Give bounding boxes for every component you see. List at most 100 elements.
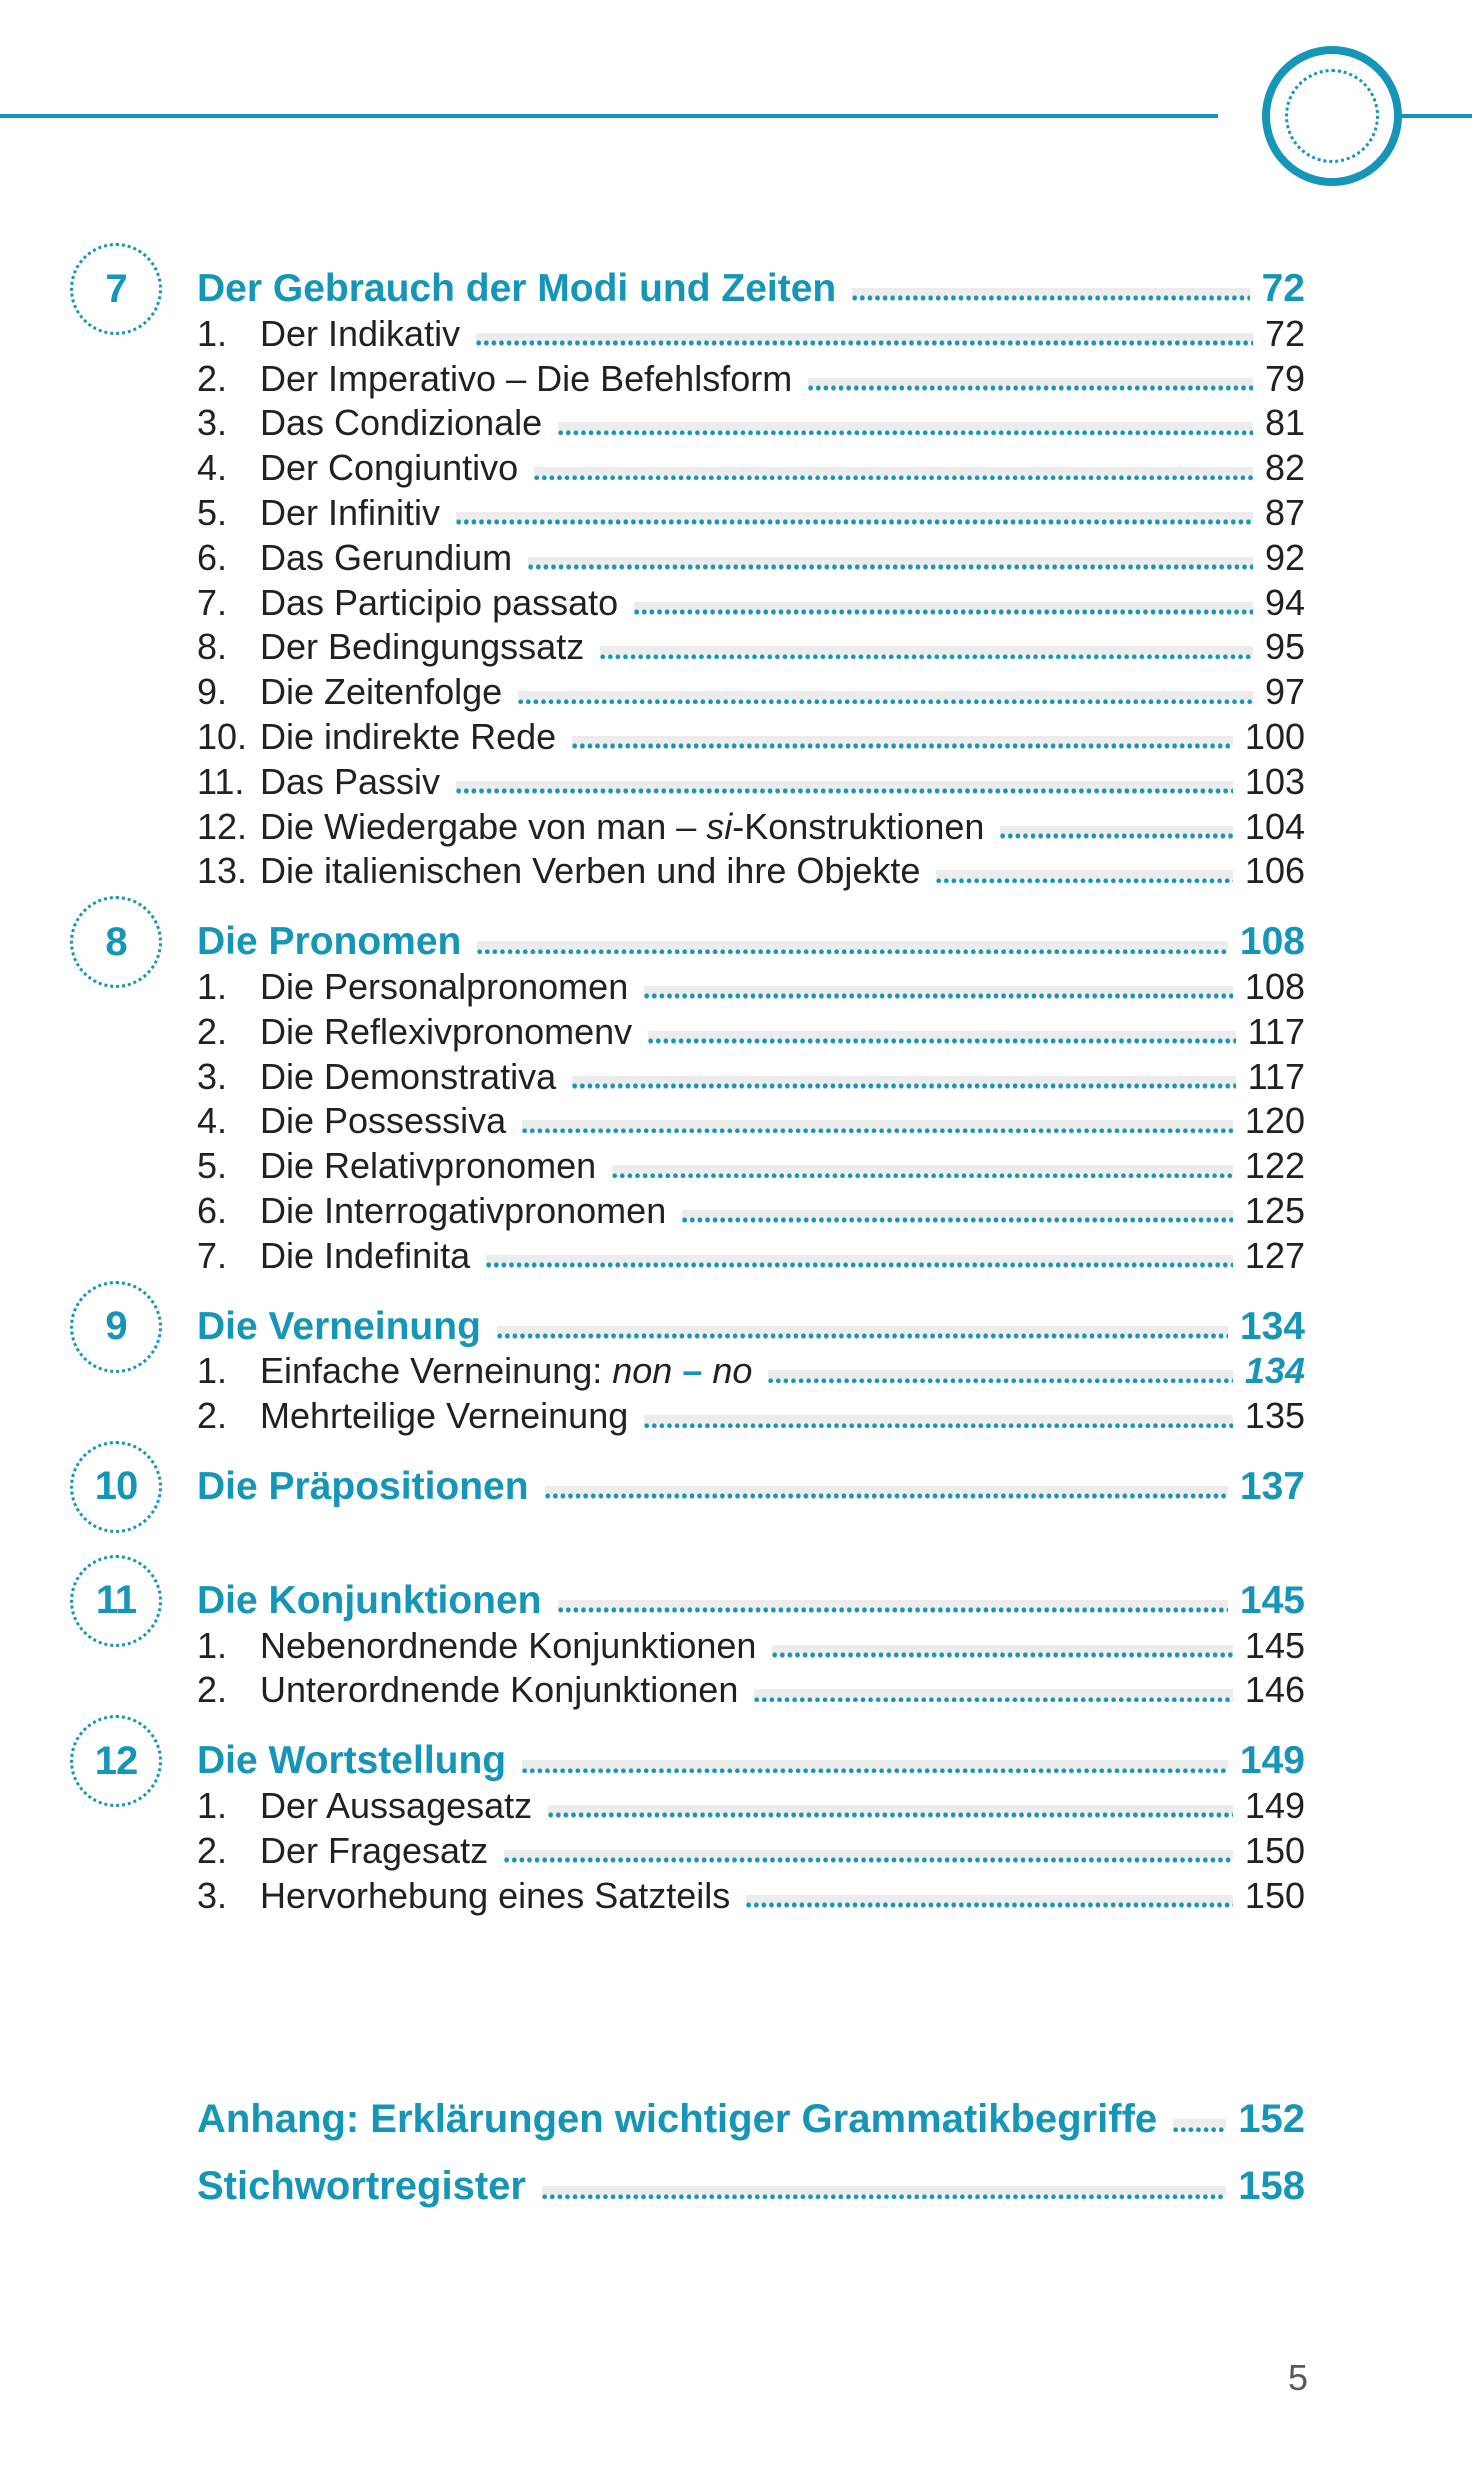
item-label: Die Wiedergabe von man – si-Konstruktion…	[260, 805, 984, 850]
chapter-number: 12	[94, 1738, 138, 1783]
dot-leader	[1000, 822, 1233, 839]
dot-leader	[852, 285, 1250, 301]
item-page-number: 149	[1244, 1784, 1305, 1826]
item-page-number: 134	[1244, 1350, 1305, 1392]
item-label: Das Participio passato	[260, 581, 619, 623]
dot-leader	[456, 508, 1253, 525]
dot-leader	[486, 1251, 1233, 1268]
label-segment: non	[612, 1350, 673, 1392]
toc-section: 9 Die Verneinung 134 1. Einfache Verneinung:…	[0, 1280, 1472, 1439]
item-page-number: 120	[1244, 1100, 1305, 1142]
item-number: 11.	[197, 760, 245, 802]
item-page-number: 72	[1264, 312, 1305, 354]
item-number: 3.	[197, 402, 228, 444]
item-page-number: 79	[1264, 357, 1305, 399]
item-page-number: 146	[1244, 1669, 1305, 1711]
toc-item-row: 2. Die Reflexivpronomenv 117	[0, 1010, 1472, 1055]
item-number: 8.	[197, 626, 228, 668]
dot-leader	[808, 374, 1253, 391]
chapter-number: 10	[94, 1464, 138, 1509]
dot-leader	[612, 1162, 1233, 1179]
dot-leader	[477, 938, 1228, 955]
dot-leader	[682, 1206, 1233, 1223]
item-label: Die Relativpronomen	[260, 1145, 597, 1187]
toc-item-row: 2. Unterordnende Konjunktionen 146	[0, 1668, 1472, 1713]
item-page-number: 82	[1264, 447, 1305, 489]
item-page-number: 94	[1264, 581, 1305, 623]
label-segment: Die Wiedergabe von man –	[260, 805, 707, 847]
chapter-title: Der Gebrauch der Modi und Zeiten	[197, 267, 837, 310]
toc-item-row: 3. Das Condizionale 81	[0, 401, 1472, 446]
toc-item-row: 7. Die Indefinita 127	[0, 1234, 1472, 1279]
dot-leader	[544, 1482, 1228, 1499]
chapter-number: 11	[95, 1578, 137, 1623]
dot-leader	[1173, 2116, 1227, 2133]
dot-leader	[746, 1891, 1233, 1908]
toc-item-row: 2. Mehrteilige Verneinung 135	[0, 1394, 1472, 1439]
item-number: 3.	[197, 1055, 228, 1097]
item-label: Der Bedingungssatz	[260, 626, 585, 668]
item-number: 2.	[197, 357, 228, 399]
chapter-number-badge: 7	[70, 243, 162, 335]
item-label: Die Possessiva	[260, 1100, 507, 1142]
item-number: 2.	[197, 1669, 228, 1711]
item-page-number: 104	[1244, 805, 1305, 847]
item-number: 2.	[197, 1395, 228, 1437]
toc-item-row: 6. Die Interrogativpronomen 125	[0, 1189, 1472, 1234]
toc-item-row: 4. Der Congiuntivo 82	[0, 446, 1472, 491]
toc-item-row: 2. Der Imperativo – Die Befehlsform 79	[0, 357, 1472, 402]
item-page-number: 97	[1264, 671, 1305, 713]
item-label: Die Demonstrativa	[260, 1055, 557, 1097]
item-label: Der Infinitiv	[260, 491, 441, 533]
dot-leader	[772, 1641, 1233, 1658]
item-label: Das Passiv	[260, 760, 441, 802]
item-page-number: 135	[1244, 1395, 1305, 1437]
toc-item-row: 4. Die Possessiva 120	[0, 1099, 1472, 1144]
item-label: Der Indikativ	[260, 312, 461, 354]
dot-leader	[522, 1757, 1228, 1774]
dot-leader	[528, 553, 1253, 570]
item-page-number: 117	[1247, 1055, 1305, 1097]
item-page-number: 81	[1264, 402, 1305, 444]
item-label: Der Aussagesatz	[260, 1784, 533, 1826]
item-label: Der Congiuntivo	[260, 447, 519, 489]
chapter-number-badge: 8	[70, 896, 162, 989]
dot-leader	[518, 688, 1253, 705]
label-segment: si	[706, 805, 733, 847]
item-page-number: 95	[1264, 626, 1305, 668]
item-label: Mehrteilige Verneinung	[260, 1395, 629, 1437]
dot-leader	[648, 1027, 1236, 1044]
dot-leader	[456, 777, 1233, 794]
dot-leader	[600, 643, 1253, 660]
item-label: Die Zeitenfolge	[260, 671, 503, 713]
chapter-title: Die Verneinung	[197, 1304, 481, 1348]
chapter-heading-row: Der Gebrauch der Modi und Zeiten 72	[0, 267, 1472, 312]
chapter-number-badge: 12	[70, 1715, 162, 1808]
dot-leader	[572, 1072, 1236, 1089]
chapter-title: Die Konjunktionen	[197, 1578, 542, 1622]
item-number: 1.	[197, 965, 228, 1007]
toc-item-row: 1. Der Aussagesatz 149	[0, 1784, 1472, 1829]
chapter-heading-row: Die Präpositionen 137	[0, 1465, 1472, 1510]
chapter-title: Die Präpositionen	[197, 1464, 529, 1508]
toc-section: 7 Der Gebrauch der Modi und Zeiten 72 1. Der…	[0, 243, 1472, 894]
item-number: 1.	[197, 312, 228, 354]
chapter-number: 8	[105, 919, 127, 964]
item-label: Die italienischen Verben und ihre Objekt…	[260, 850, 921, 892]
toc-item-row: 3. Die Demonstrativa 117	[0, 1055, 1472, 1100]
dot-leader	[558, 419, 1253, 436]
toc-item-row: 5. Der Infinitiv 87	[0, 491, 1472, 536]
item-page-number: 106	[1244, 850, 1305, 892]
dot-leader	[541, 2183, 1227, 2200]
header-rule-left	[0, 114, 1218, 118]
toc-section: 11 Die Konjunktionen 145 1. Nebenordnende Ko…	[0, 1554, 1472, 1713]
item-number: 1.	[197, 1350, 228, 1392]
item-number: 2.	[197, 1010, 228, 1052]
chapter-number: 7	[105, 266, 127, 311]
dot-leader	[548, 1801, 1233, 1818]
chapter-page-number: 149	[1239, 1739, 1305, 1783]
item-page-number: 125	[1244, 1189, 1305, 1231]
item-page-number: 117	[1247, 1010, 1305, 1052]
logo-inner-dotted-circle-icon	[1285, 69, 1379, 163]
label-segment: -Konstruktionen	[732, 805, 985, 847]
